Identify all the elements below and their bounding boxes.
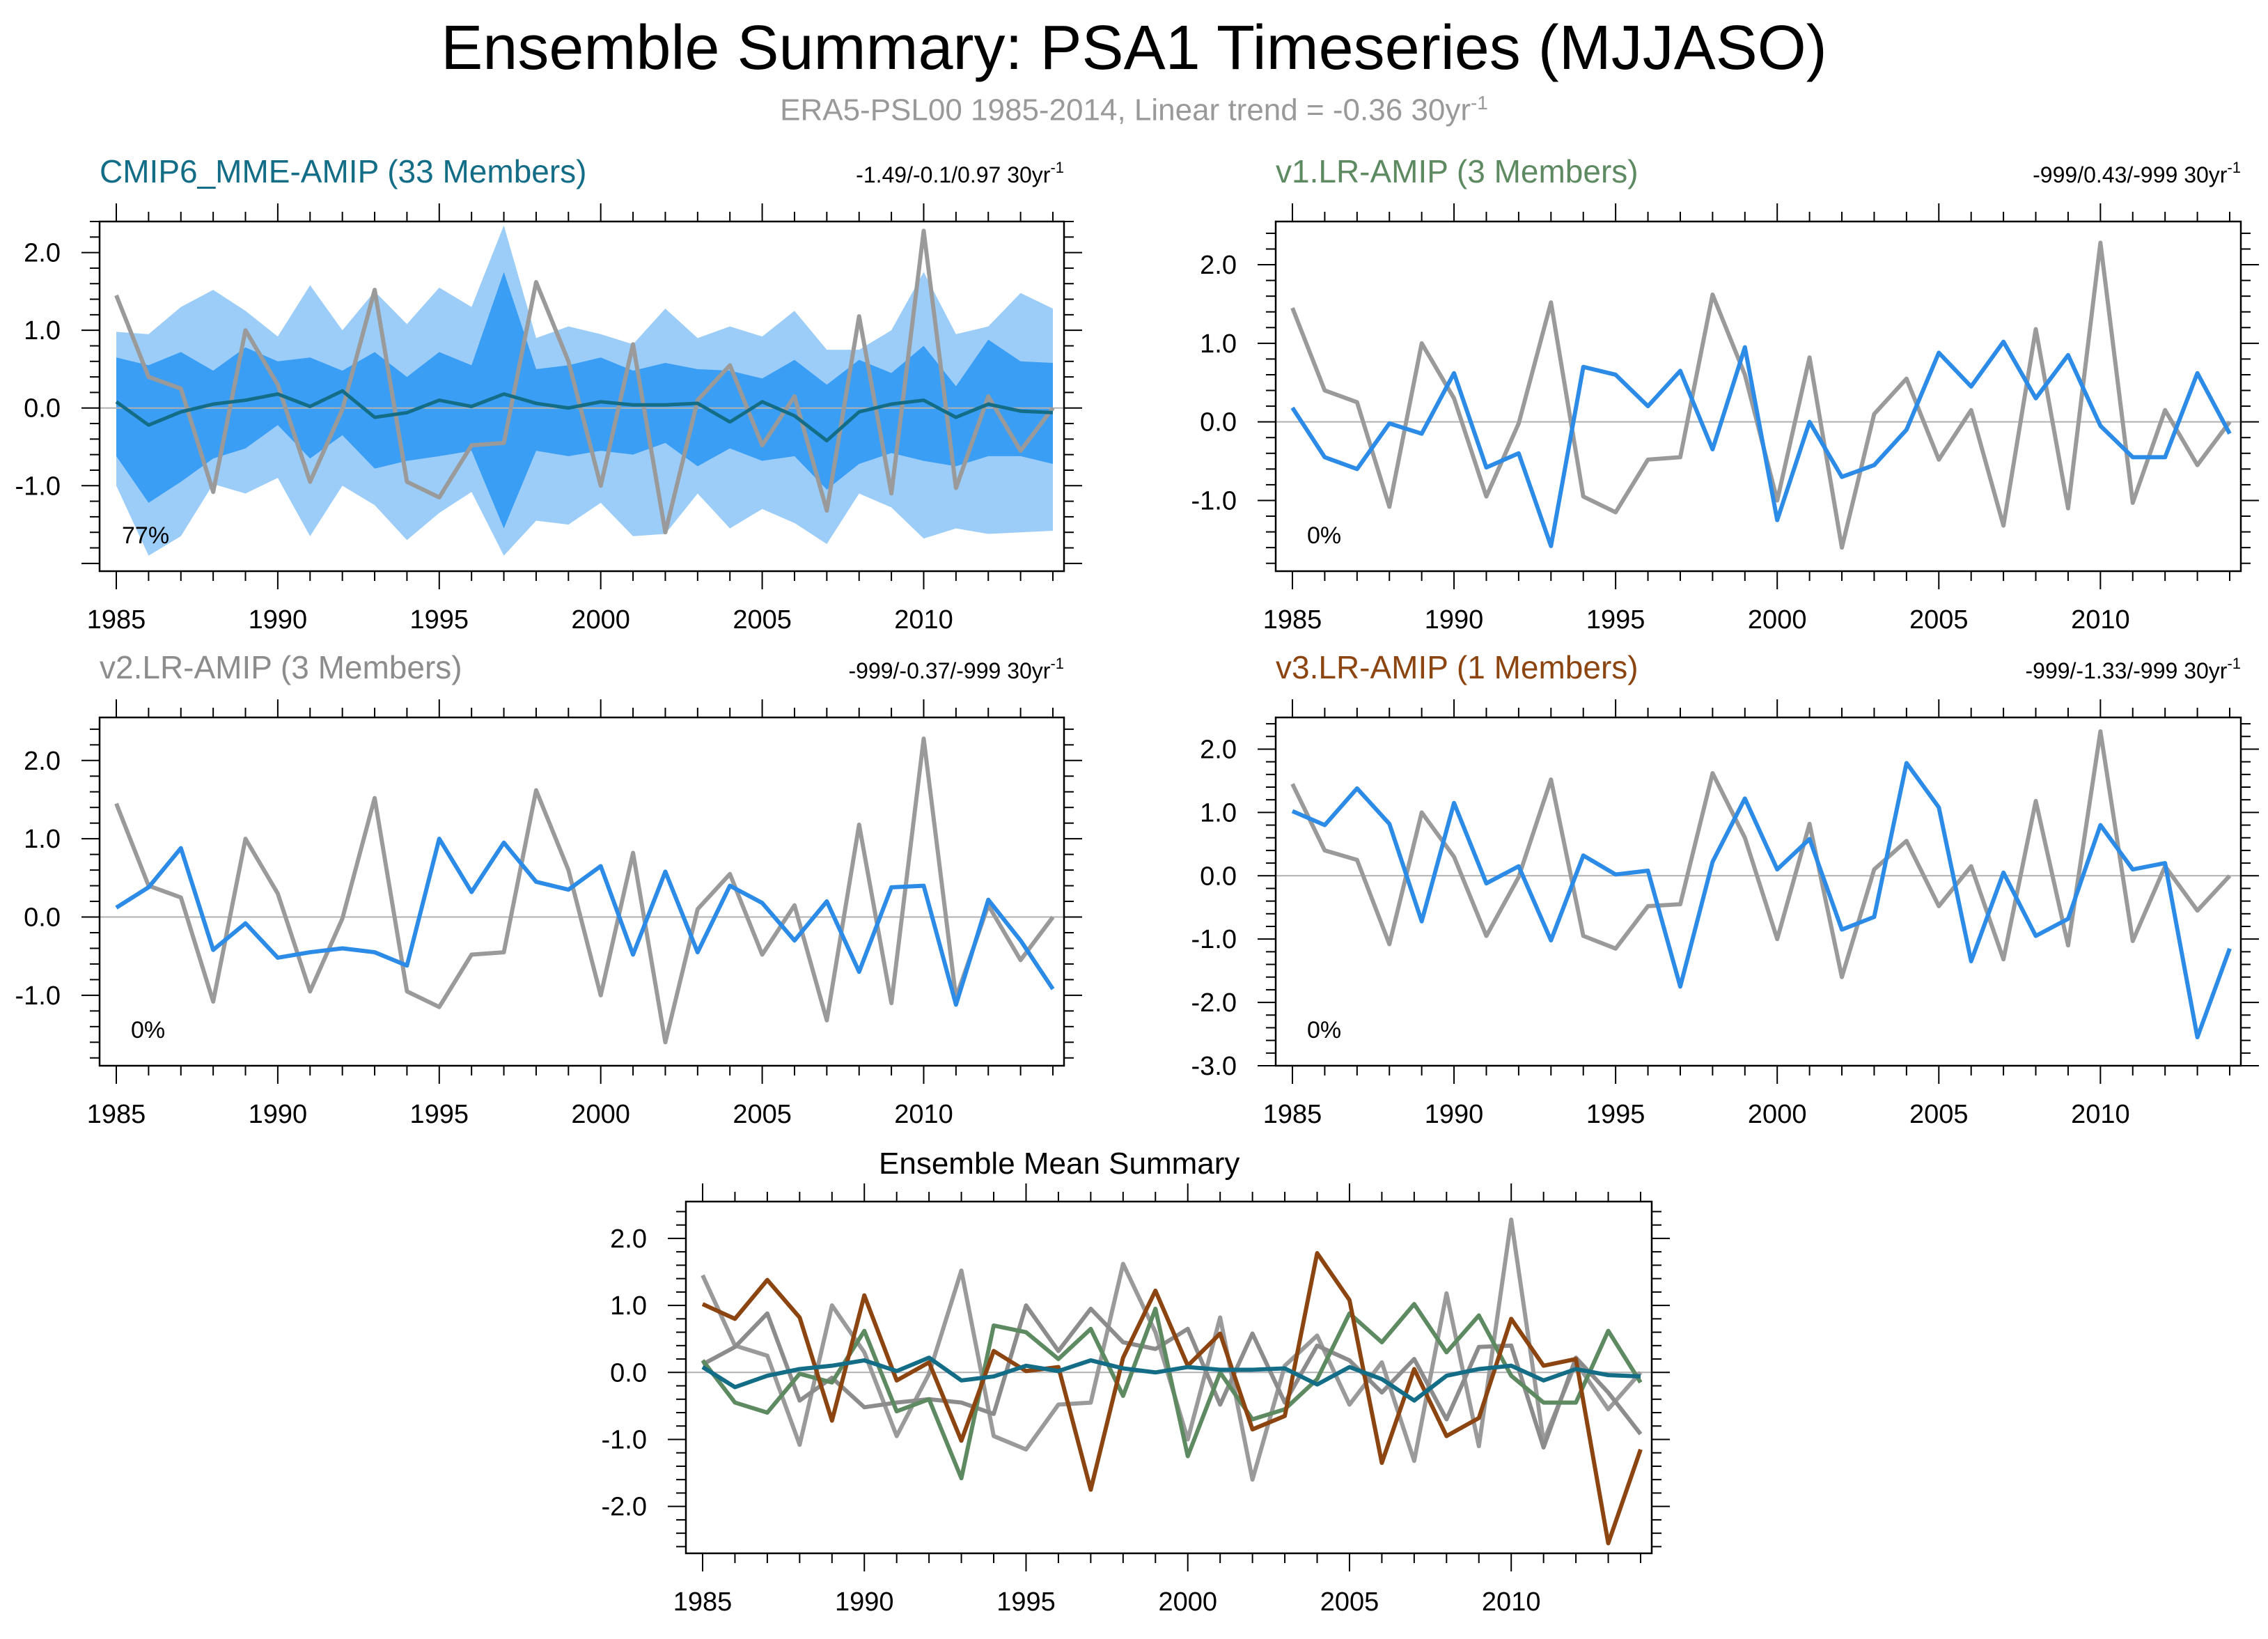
plot-frame bbox=[98, 716, 1065, 1067]
x-tick-label: 2005 bbox=[1320, 1587, 1379, 1617]
y-tick-label: 2.0 bbox=[610, 1225, 647, 1254]
model-line bbox=[1290, 339, 2232, 548]
panel-title: v3.LR-AMIP (1 Members) bbox=[1276, 649, 1639, 685]
series-line-v3 bbox=[701, 1251, 1643, 1546]
panel-mean: Ensemble Mean Summary 1985 1990 1995 2000 200… bbox=[602, 1147, 1670, 1617]
observations-line bbox=[114, 228, 1055, 535]
plot-frame bbox=[1274, 716, 2242, 1067]
x-tick-label: 1995 bbox=[410, 605, 469, 635]
x-tick-label: 1985 bbox=[1263, 605, 1322, 635]
y-tick-label: 0.0 bbox=[1200, 862, 1237, 891]
y-tick-label: -2.0 bbox=[1191, 988, 1237, 1018]
plot-frame bbox=[685, 1200, 1653, 1555]
model-line bbox=[115, 837, 1055, 1007]
x-tick-label: 1990 bbox=[249, 1100, 308, 1129]
plot-frame bbox=[98, 220, 1065, 573]
panel-v1: v1.LR-AMIP (3 Members) -999/0.43/-999 30y… bbox=[1191, 153, 2259, 635]
band-inner bbox=[116, 272, 1053, 529]
y-tick-label: -1.0 bbox=[15, 981, 61, 1011]
y-tick-label: -1.0 bbox=[1191, 486, 1237, 515]
y-tick-label: 2.0 bbox=[24, 239, 61, 268]
panel-v3: v3.LR-AMIP (1 Members) -999/-1.33/-999 30… bbox=[1191, 649, 2259, 1129]
x-tick-label: 1995 bbox=[410, 1100, 469, 1129]
panel-trend: -1.49/-0.1/0.97 30yr-1 bbox=[856, 159, 1064, 187]
y-tick-label: 0.0 bbox=[24, 903, 61, 933]
panel-trend: -999/-0.37/-999 30yr-1 bbox=[848, 655, 1064, 683]
x-tick-label: 2010 bbox=[1482, 1587, 1541, 1617]
panel-title: CMIP6_MME-AMIP (33 Members) bbox=[100, 153, 587, 189]
y-tick-label: 1.0 bbox=[24, 316, 61, 345]
x-tick-label: 2010 bbox=[894, 1100, 953, 1129]
y-tick-label: 2.0 bbox=[24, 747, 61, 776]
x-tick-label: 2000 bbox=[1748, 605, 1807, 635]
series-line-v2 bbox=[701, 1303, 1643, 1450]
y-tick-label: 1.0 bbox=[1200, 798, 1237, 828]
x-tick-label: 1990 bbox=[835, 1587, 894, 1617]
x-tick-label: 2005 bbox=[733, 1100, 792, 1129]
panel-trend: -999/0.43/-999 30yr-1 bbox=[2033, 159, 2241, 187]
percent-label: 0% bbox=[1307, 1017, 1341, 1043]
y-tick-label: 0.0 bbox=[1200, 408, 1237, 437]
panel-title: v1.LR-AMIP (3 Members) bbox=[1276, 153, 1639, 189]
x-tick-label: 2005 bbox=[1909, 605, 1969, 635]
x-tick-label: 2000 bbox=[1158, 1587, 1217, 1617]
x-tick-label: 1995 bbox=[996, 1587, 1056, 1617]
y-tick-label: -1.0 bbox=[602, 1425, 647, 1454]
percent-label: 0% bbox=[131, 1017, 165, 1043]
x-tick-label: 2010 bbox=[2071, 605, 2130, 635]
plot-frame bbox=[1274, 220, 2242, 573]
y-tick-label: 2.0 bbox=[1200, 735, 1237, 764]
x-tick-label: 2000 bbox=[1748, 1100, 1807, 1129]
panel-title: Ensemble Mean Summary bbox=[879, 1147, 1239, 1181]
y-tick-label: 2.0 bbox=[1200, 251, 1237, 280]
x-tick-label: 2000 bbox=[571, 605, 630, 635]
x-tick-label: 2005 bbox=[733, 605, 792, 635]
x-tick-label: 1990 bbox=[1425, 605, 1484, 635]
x-tick-label: 2010 bbox=[894, 605, 953, 635]
y-tick-label: -2.0 bbox=[602, 1493, 647, 1522]
y-tick-label: 1.0 bbox=[610, 1291, 647, 1321]
percent-label: 0% bbox=[1307, 522, 1341, 549]
series-line-v1 bbox=[701, 1302, 1643, 1481]
observations-line bbox=[1290, 729, 2232, 979]
y-tick-label: -1.0 bbox=[15, 472, 61, 501]
subtitle-text: ERA5-PSL00 1985-2014, Linear trend = -0.… bbox=[780, 93, 1471, 127]
y-tick-label: 1.0 bbox=[1200, 329, 1237, 359]
panel-v2: v2.LR-AMIP (3 Members) -999/-0.37/-999 30… bbox=[15, 649, 1082, 1129]
x-tick-label: 2010 bbox=[2071, 1100, 2130, 1129]
ensemble-mean-line bbox=[115, 389, 1054, 443]
y-tick-label: -1.0 bbox=[1191, 925, 1237, 954]
x-tick-label: 1990 bbox=[1425, 1100, 1484, 1129]
subtitle-sup: -1 bbox=[1470, 92, 1488, 114]
x-tick-label: 2005 bbox=[1909, 1100, 1969, 1129]
x-tick-label: 1985 bbox=[1263, 1100, 1322, 1129]
x-tick-label: 1985 bbox=[87, 1100, 146, 1129]
x-tick-label: 1985 bbox=[87, 605, 146, 635]
y-tick-label: 0.0 bbox=[610, 1358, 647, 1388]
main-title: Ensemble Summary: PSA1 Timeseries (MJJAS… bbox=[441, 13, 1827, 83]
panel-title: v2.LR-AMIP (3 Members) bbox=[100, 649, 462, 685]
y-tick-label: -3.0 bbox=[1191, 1052, 1237, 1081]
x-tick-label: 1985 bbox=[673, 1587, 733, 1617]
x-tick-label: 1995 bbox=[1586, 605, 1645, 635]
series-line-cmip6 bbox=[701, 1356, 1641, 1403]
x-tick-label: 1995 bbox=[1586, 1100, 1645, 1129]
percent-label: 77% bbox=[122, 522, 169, 549]
x-tick-label: 2000 bbox=[571, 1100, 630, 1129]
y-tick-label: 0.0 bbox=[24, 394, 61, 424]
y-tick-label: 1.0 bbox=[24, 825, 61, 854]
panel-cmip6: CMIP6_MME-AMIP (33 Members) -1.49/-0.1/0.… bbox=[15, 153, 1082, 635]
model-line bbox=[1291, 761, 2232, 1040]
x-tick-label: 1990 bbox=[249, 605, 308, 635]
observations-line bbox=[114, 736, 1055, 1045]
observations-line bbox=[1290, 240, 2232, 550]
panel-trend: -999/-1.33/-999 30yr-1 bbox=[2025, 655, 2241, 683]
main-subtitle: ERA5-PSL00 1985-2014, Linear trend = -0.… bbox=[0, 92, 2268, 128]
